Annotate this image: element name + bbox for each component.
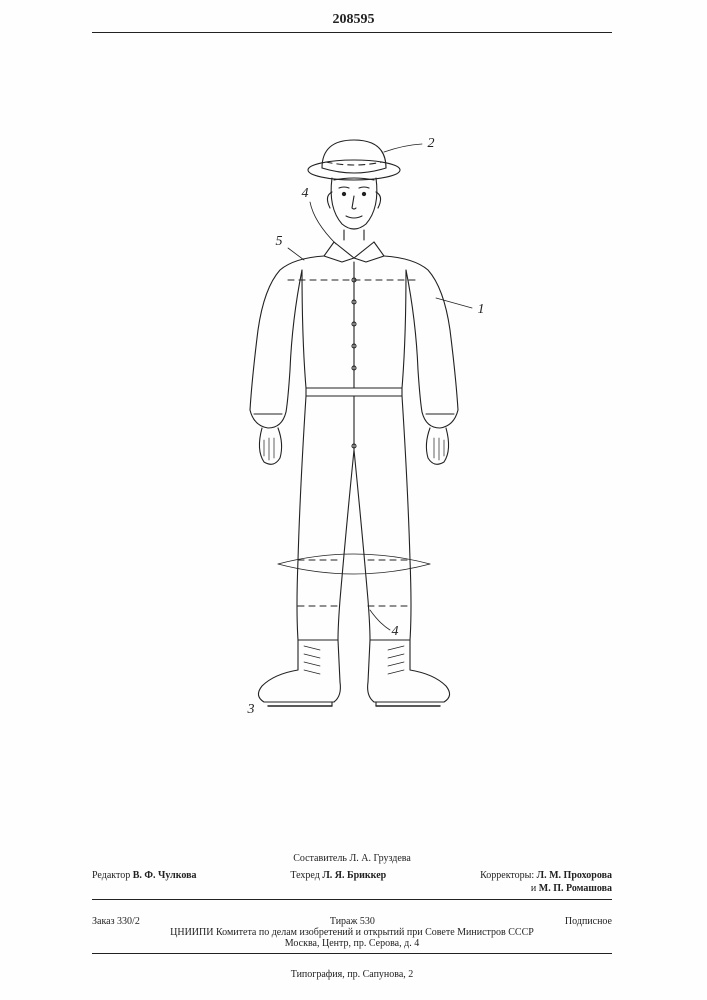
compiler-name: Л. А. Груздева <box>349 853 410 864</box>
footer-org: ЦНИИПИ Комитета по делам изобретений и о… <box>92 927 612 938</box>
figure: 2 4 5 1 4 3 <box>184 130 524 770</box>
compiler-label: Составитель <box>293 853 347 864</box>
podpisnoe: Подписное <box>565 916 612 927</box>
credits-block: Составитель Л. А. Груздева Редактор В. Ф… <box>92 852 612 904</box>
order-number: Заказ 330/2 <box>92 916 140 927</box>
typography-line: Типография, пр. Сапунова, 2 <box>92 969 612 980</box>
figure-svg <box>184 130 524 770</box>
footer-rule <box>92 953 612 954</box>
callout-3: 3 <box>248 702 255 718</box>
credits-rule <box>92 899 612 900</box>
footer-block: Заказ 330/2 Тираж 530 Подписное ЦНИИПИ К… <box>92 916 612 958</box>
callout-1: 1 <box>478 302 485 318</box>
top-rule <box>92 32 612 33</box>
footer-address: Москва, Центр, пр. Серова, д. 4 <box>92 938 612 949</box>
callout-5: 5 <box>276 234 283 250</box>
tirazh: Тираж 530 <box>330 916 375 927</box>
callout-4-top: 4 <box>302 186 309 202</box>
editor: Редактор В. Ф. Чулкова <box>92 869 196 882</box>
correctors: Корректоры: Л. М. Прохорова и М. П. Рома… <box>480 869 612 895</box>
callout-2: 2 <box>428 136 435 152</box>
techred: Техред Л. Я. Бриккер <box>290 869 386 882</box>
patent-number: 208595 <box>333 12 375 28</box>
patent-page: 208595 <box>0 0 707 1000</box>
callout-4-bottom: 4 <box>392 624 399 640</box>
